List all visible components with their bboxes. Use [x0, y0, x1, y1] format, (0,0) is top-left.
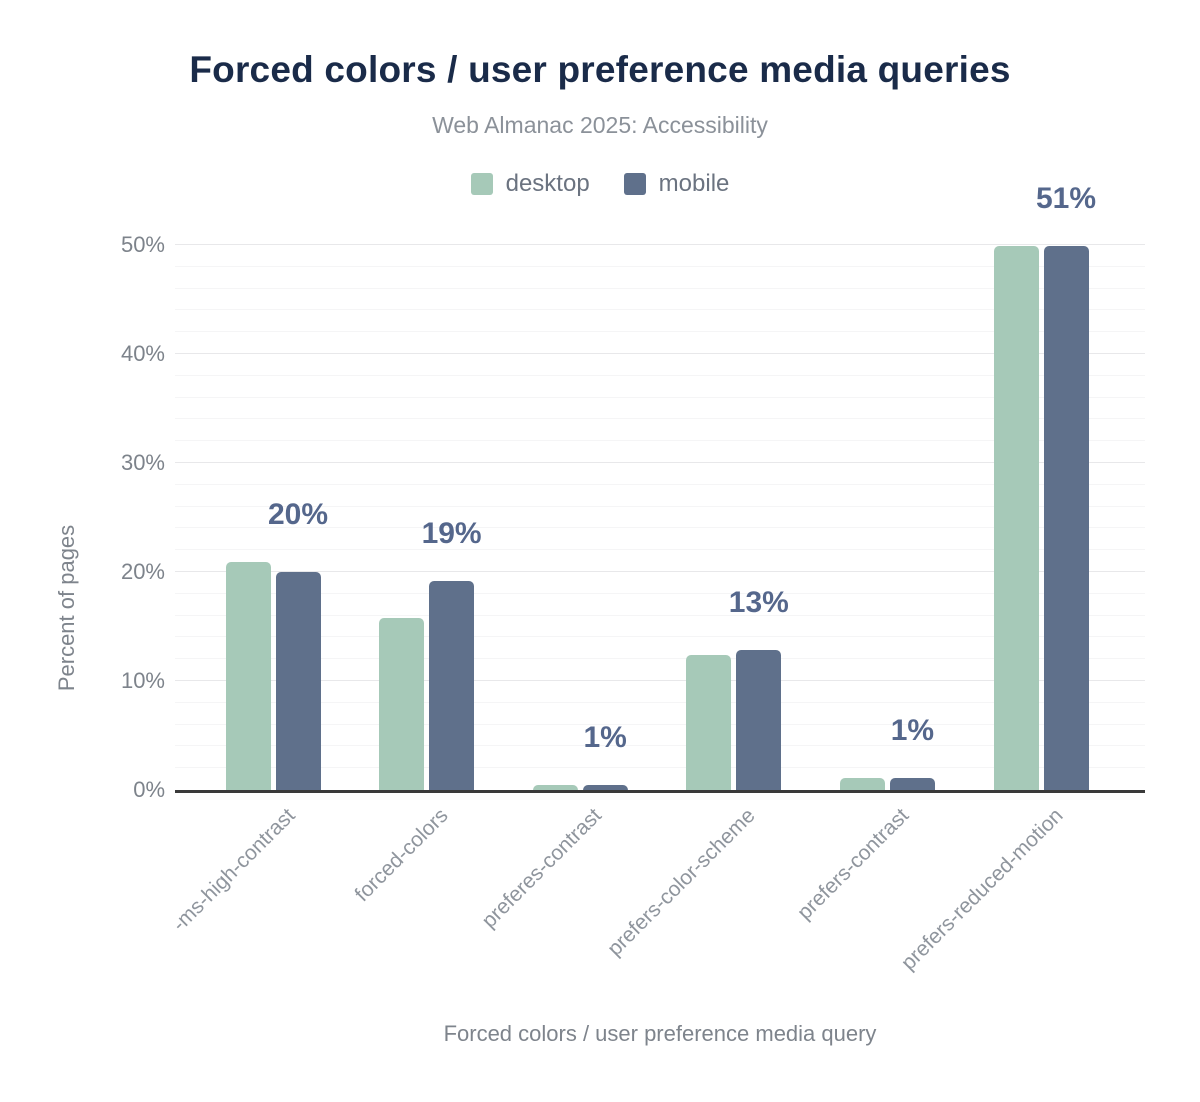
gridline-minor	[175, 614, 1145, 616]
gridline-minor	[175, 701, 1145, 703]
gridline-minor	[175, 658, 1145, 660]
gridline-minor	[175, 636, 1145, 638]
legend-label-desktop: desktop	[505, 170, 590, 197]
x-tick-label: prefers-reduced-motion	[896, 804, 1068, 975]
y-tick-label: 30%	[120, 450, 165, 475]
gridline-major	[175, 462, 1145, 463]
y-tick-label: 10%	[120, 668, 165, 693]
bar-mobile--ms-high-contrast[interactable]	[275, 572, 321, 790]
bar-mobile-prefers-color-scheme[interactable]	[736, 650, 782, 790]
x-tick-label: prefers-contrast	[793, 804, 914, 925]
gridline-major	[175, 244, 1145, 245]
bar-desktop-prefers-reduced-motion[interactable]	[993, 246, 1039, 790]
bar-mobile-prefers-reduced-motion[interactable]	[1043, 246, 1089, 790]
gridline-minor	[175, 331, 1145, 333]
gridline-minor	[175, 418, 1145, 420]
gridline-minor	[175, 549, 1145, 551]
bar-value-label: 1%	[583, 720, 627, 754]
legend-item-desktop[interactable]: desktop	[470, 170, 590, 198]
x-tick-label: preferes-contrast	[477, 804, 607, 933]
bar-value-label: 1%	[890, 714, 935, 748]
gridline-minor	[175, 767, 1145, 769]
gridline-minor	[175, 527, 1145, 529]
y-tick-label: 20%	[120, 559, 165, 584]
gridline-minor	[175, 287, 1145, 289]
y-tick-label: 50%	[120, 232, 165, 257]
gridline-minor	[175, 745, 1145, 747]
bar-value-label: 20%	[267, 498, 329, 532]
gridline-minor	[175, 265, 1145, 267]
mobile-swatch-icon	[623, 173, 646, 195]
desktop-swatch-icon	[470, 173, 493, 195]
bar-mobile-preferes-contrast[interactable]	[582, 784, 628, 790]
bar-desktop-prefers-contrast[interactable]	[839, 778, 885, 790]
x-tick-label: -ms-high-contrast	[167, 804, 300, 936]
legend-item-mobile[interactable]: mobile	[623, 170, 730, 198]
gridline-minor	[175, 505, 1145, 507]
gridline-minor	[175, 309, 1145, 311]
legend: desktop mobile	[0, 170, 1200, 198]
bar-desktop--ms-high-contrast[interactable]	[225, 562, 271, 790]
gridline-minor	[175, 396, 1145, 398]
gridline-minor	[175, 723, 1145, 725]
bar-mobile-prefers-contrast[interactable]	[889, 778, 935, 790]
x-tick-label: forced-colors	[350, 804, 453, 907]
x-tick-label: prefers-color-scheme	[603, 804, 761, 961]
x-axis-title: Forced colors / user preference media qu…	[443, 1021, 877, 1046]
y-tick-label: 0%	[133, 777, 165, 802]
bar-mobile-forced-colors[interactable]	[429, 580, 475, 790]
chart-title: Forced colors / user preference media qu…	[189, 49, 1011, 90]
plot-area: 20% -ms-high-contrast 19% forced-colors 1% pr…	[167, 182, 1145, 975]
bar-value-label: 13%	[728, 586, 789, 620]
bar-desktop-prefers-color-scheme[interactable]	[686, 654, 732, 790]
y-tick-label: 40%	[120, 341, 165, 366]
gridline-major	[175, 571, 1145, 572]
legend-label-mobile: mobile	[658, 170, 730, 197]
bar-value-label: 51%	[1035, 182, 1097, 216]
gridline-minor	[175, 592, 1145, 594]
gridline-major	[175, 680, 1145, 681]
bar-desktop-forced-colors[interactable]	[379, 617, 425, 790]
chart-subtitle: Web Almanac 2025: Accessibility	[432, 112, 768, 138]
gridline-major	[175, 353, 1145, 354]
gridline-minor	[175, 374, 1145, 376]
gridline-minor	[175, 440, 1145, 442]
bar-desktop-preferes-contrast[interactable]	[532, 784, 578, 790]
y-axis-title: Percent of pages	[54, 524, 79, 692]
bar-value-label: 19%	[421, 516, 482, 550]
gridline-minor	[175, 483, 1145, 485]
